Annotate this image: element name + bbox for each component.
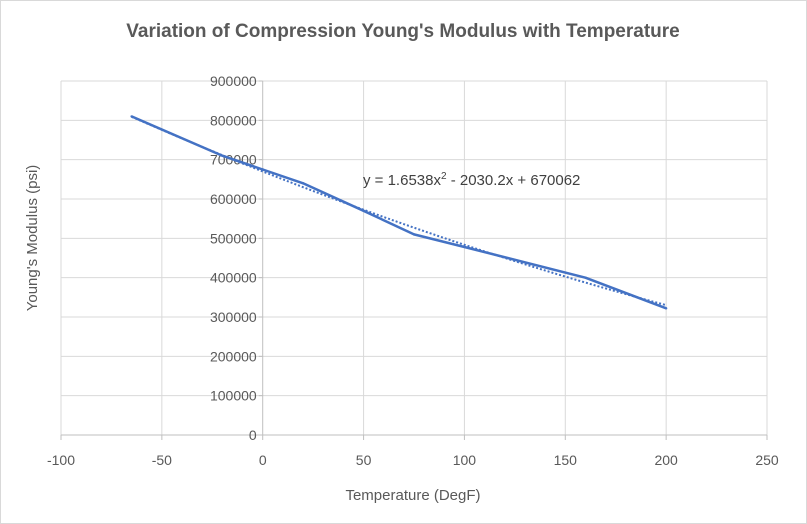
y-tick-label: 600000 <box>210 191 257 207</box>
y-axis-title: Young's Modulus (psi) <box>24 165 41 312</box>
y-tick-labels: 0100000200000300000400000500000600000700… <box>210 73 257 443</box>
x-tick-label: 250 <box>755 452 779 468</box>
equation-superscript: 2 <box>441 171 447 182</box>
y-tick-label: 500000 <box>210 230 257 246</box>
data-point <box>412 233 416 236</box>
data-point <box>130 115 133 118</box>
y-tick-label: 300000 <box>210 309 257 325</box>
y-tick-label: 800000 <box>210 112 257 128</box>
x-tick-label: 150 <box>554 452 578 468</box>
y-tick-label: 200000 <box>210 348 257 364</box>
data-point <box>362 209 365 212</box>
x-tick-label: 0 <box>259 452 267 468</box>
plot-area <box>130 115 668 310</box>
x-tick-label: -50 <box>152 452 172 468</box>
x-tick-label: 200 <box>654 452 678 468</box>
data-point <box>221 154 224 157</box>
data-point <box>301 182 305 185</box>
y-tick-label: 400000 <box>210 270 257 286</box>
equation-suffix: - 2030.2x + 670062 <box>447 172 581 189</box>
x-axis-title: Temperature (DegF) <box>345 487 480 504</box>
data-point <box>261 168 264 171</box>
x-tick-labels: -100 -50 0 50 100 150 200 250 <box>47 452 779 468</box>
x-tick-label: 50 <box>356 452 372 468</box>
data-point <box>664 307 668 310</box>
gridlines <box>60 80 768 435</box>
y-tick-label: 100000 <box>210 388 257 404</box>
x-tick-label: -100 <box>47 452 75 468</box>
axes <box>60 80 768 440</box>
data-point <box>463 245 466 249</box>
y-tick-label: 900000 <box>210 73 257 89</box>
y-tick-label: 0 <box>249 427 257 443</box>
data-point <box>584 276 587 279</box>
trendline-equation: y = 1.6538x2 - 2030.2x + 670062 <box>363 171 580 189</box>
equation-prefix: y = 1.6538x <box>363 172 441 189</box>
chart-title: Variation of Compression Young's Modulus… <box>126 21 679 42</box>
x-tick-label: 100 <box>453 452 477 468</box>
